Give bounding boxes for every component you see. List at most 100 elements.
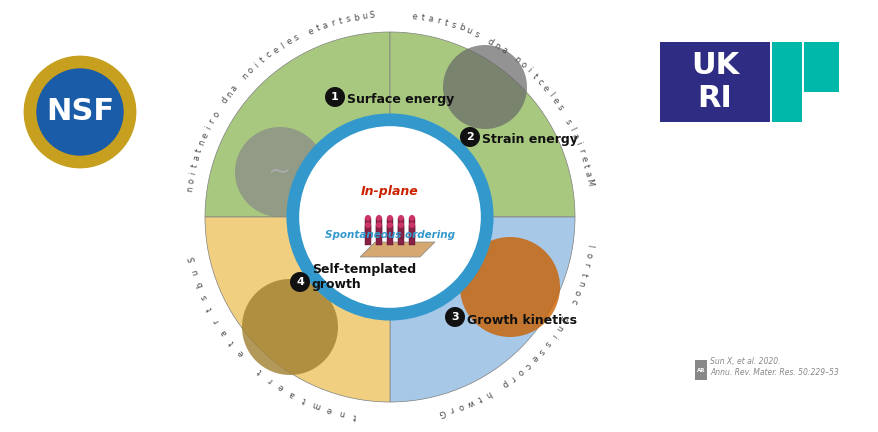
Text: h: h xyxy=(483,388,492,399)
Text: o: o xyxy=(572,289,582,297)
Text: a: a xyxy=(229,83,240,93)
Text: c: c xyxy=(535,77,544,87)
Text: t: t xyxy=(420,13,424,22)
Wedge shape xyxy=(205,217,390,402)
Text: m: m xyxy=(311,400,321,411)
Text: n: n xyxy=(240,71,250,81)
Text: a: a xyxy=(321,20,329,31)
Text: o: o xyxy=(515,366,524,377)
Text: o: o xyxy=(583,251,593,258)
Circle shape xyxy=(408,215,414,221)
Wedge shape xyxy=(390,32,574,217)
Text: r: r xyxy=(581,262,591,267)
Text: s: s xyxy=(562,118,572,125)
Text: i: i xyxy=(204,125,213,131)
Circle shape xyxy=(364,215,371,221)
Text: i: i xyxy=(524,67,532,75)
Polygon shape xyxy=(398,218,404,238)
Text: r: r xyxy=(212,317,221,324)
Circle shape xyxy=(386,222,392,228)
Text: b: b xyxy=(194,280,205,289)
Text: n: n xyxy=(197,139,207,147)
Text: o: o xyxy=(518,60,528,70)
Text: t: t xyxy=(579,271,588,277)
Circle shape xyxy=(295,122,485,312)
Text: 2: 2 xyxy=(465,132,473,142)
Text: r: r xyxy=(435,16,441,25)
Text: ~: ~ xyxy=(268,158,291,186)
Text: d: d xyxy=(220,96,230,105)
Circle shape xyxy=(364,222,371,228)
Text: t: t xyxy=(580,163,590,169)
Text: i: i xyxy=(188,171,198,175)
Text: r: r xyxy=(575,148,585,154)
Text: o: o xyxy=(211,110,221,118)
Text: e: e xyxy=(578,155,587,162)
Text: p: p xyxy=(500,378,508,389)
Text: 3: 3 xyxy=(450,312,458,322)
Text: G: G xyxy=(437,407,446,417)
Text: l: l xyxy=(585,243,594,247)
Text: t: t xyxy=(205,305,215,313)
Text: r: r xyxy=(507,373,516,382)
Text: r: r xyxy=(207,118,217,125)
Text: AR: AR xyxy=(696,368,704,372)
Text: i: i xyxy=(253,61,261,69)
Text: n: n xyxy=(575,280,586,287)
Text: t: t xyxy=(529,72,538,80)
Text: a: a xyxy=(288,389,297,399)
Text: g: g xyxy=(558,314,569,324)
Polygon shape xyxy=(408,225,414,245)
Text: M: M xyxy=(583,178,594,186)
Text: b: b xyxy=(457,23,465,33)
Circle shape xyxy=(386,215,392,221)
Text: n: n xyxy=(512,55,522,65)
Text: s: s xyxy=(536,346,545,356)
Text: e: e xyxy=(325,404,333,415)
Text: o: o xyxy=(457,401,464,411)
Text: 1: 1 xyxy=(331,92,339,102)
Text: e: e xyxy=(550,96,560,105)
Text: w: w xyxy=(464,397,474,408)
Text: n: n xyxy=(492,41,501,51)
Circle shape xyxy=(325,87,344,107)
Text: s: s xyxy=(471,29,479,39)
Text: Strain energy: Strain energy xyxy=(481,133,577,146)
Text: Growth kinetics: Growth kinetics xyxy=(466,314,576,327)
FancyBboxPatch shape xyxy=(771,42,801,122)
Text: Sun X, et al. 2020.
Annu. Rev. Mater. Res. 50:229–53: Sun X, et al. 2020. Annu. Rev. Mater. Re… xyxy=(709,357,838,377)
Text: t: t xyxy=(300,395,307,405)
Text: a: a xyxy=(427,14,434,24)
Text: u: u xyxy=(361,12,367,22)
Text: l: l xyxy=(566,126,575,132)
Text: a: a xyxy=(219,327,229,337)
Text: t: t xyxy=(258,55,267,64)
Text: e: e xyxy=(306,26,314,36)
Wedge shape xyxy=(390,217,574,402)
Text: t: t xyxy=(190,163,199,168)
Text: t: t xyxy=(314,23,320,33)
Text: b: b xyxy=(353,13,360,22)
Text: e: e xyxy=(276,382,285,392)
Text: e: e xyxy=(270,45,280,56)
Text: i: i xyxy=(549,332,558,339)
Text: s: s xyxy=(542,339,552,348)
Text: c: c xyxy=(522,360,532,370)
Text: r: r xyxy=(266,375,274,384)
Text: o: o xyxy=(246,65,255,76)
Text: t: t xyxy=(338,16,343,26)
Text: t: t xyxy=(194,147,204,153)
Polygon shape xyxy=(398,225,404,245)
Polygon shape xyxy=(376,218,382,238)
Text: t: t xyxy=(443,18,449,28)
Circle shape xyxy=(376,215,382,221)
Text: l: l xyxy=(278,41,285,51)
Circle shape xyxy=(459,237,559,337)
Polygon shape xyxy=(408,218,414,238)
Text: a: a xyxy=(191,154,202,162)
Text: n: n xyxy=(338,408,345,418)
Text: s: s xyxy=(291,33,300,43)
Text: e: e xyxy=(529,353,539,363)
Text: c: c xyxy=(264,50,273,60)
Text: s: s xyxy=(554,103,564,112)
